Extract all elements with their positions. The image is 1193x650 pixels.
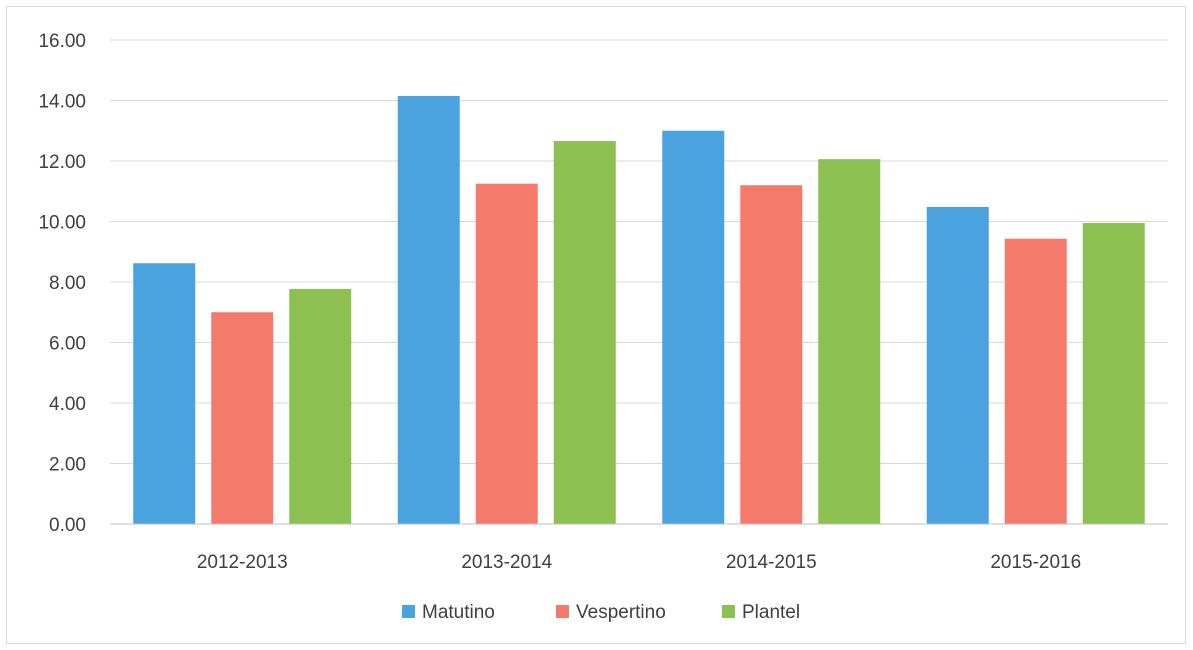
legend-swatch-matutino	[402, 605, 415, 618]
y-axis-tick-labels: 0.00 2.00 4.00 6.00 8.00 10.00 12.00 14.00 16.00	[38, 31, 86, 536]
legend-label-vespertino: Vespertino	[576, 602, 666, 623]
bar-matutino-2015-2016	[926, 206, 989, 525]
bar-matutino-2014-2015	[662, 130, 725, 524]
y-tick-label: 8.00	[49, 273, 86, 294]
y-tick-label: 6.00	[49, 334, 86, 355]
x-tick-label: 2013-2014	[461, 552, 552, 573]
x-tick-label: 2014-2015	[726, 552, 817, 573]
x-axis: 2012-2013 2013-2014 2014-2015 2015-2016	[110, 523, 1168, 573]
y-tick-label: 4.00	[49, 394, 86, 415]
bar-matutino-2012-2013	[133, 263, 196, 524]
y-tick-label: 12.00	[38, 152, 86, 173]
bar-plantel-2013-2014	[553, 141, 616, 524]
legend-label-matutino: Matutino	[422, 602, 495, 623]
y-tick-label: 16.00	[38, 31, 86, 52]
bars	[133, 95, 1145, 525]
y-tick-label: 0.00	[49, 515, 86, 536]
bar-plantel-2015-2016	[1082, 223, 1145, 524]
bar-vespertino-2014-2015	[740, 185, 803, 524]
x-tick-label: 2015-2016	[990, 552, 1081, 573]
y-tick-label: 10.00	[38, 213, 86, 234]
bar-vespertino-2013-2014	[475, 183, 538, 524]
bar-plantel-2012-2013	[289, 288, 352, 524]
legend: Matutino Vespertino Plantel	[402, 602, 800, 623]
legend-label-plantel: Plantel	[742, 602, 800, 623]
legend-swatch-vespertino	[556, 605, 569, 618]
legend-swatch-plantel	[722, 605, 735, 618]
bar-vespertino-2015-2016	[1004, 238, 1067, 524]
bar-plantel-2014-2015	[818, 159, 881, 524]
x-tick-label: 2012-2013	[197, 552, 288, 573]
bar-vespertino-2012-2013	[211, 312, 274, 524]
bar-matutino-2013-2014	[397, 95, 460, 525]
y-tick-label: 2.00	[49, 455, 86, 476]
gridlines	[110, 39, 1168, 464]
y-tick-label: 14.00	[38, 92, 86, 113]
